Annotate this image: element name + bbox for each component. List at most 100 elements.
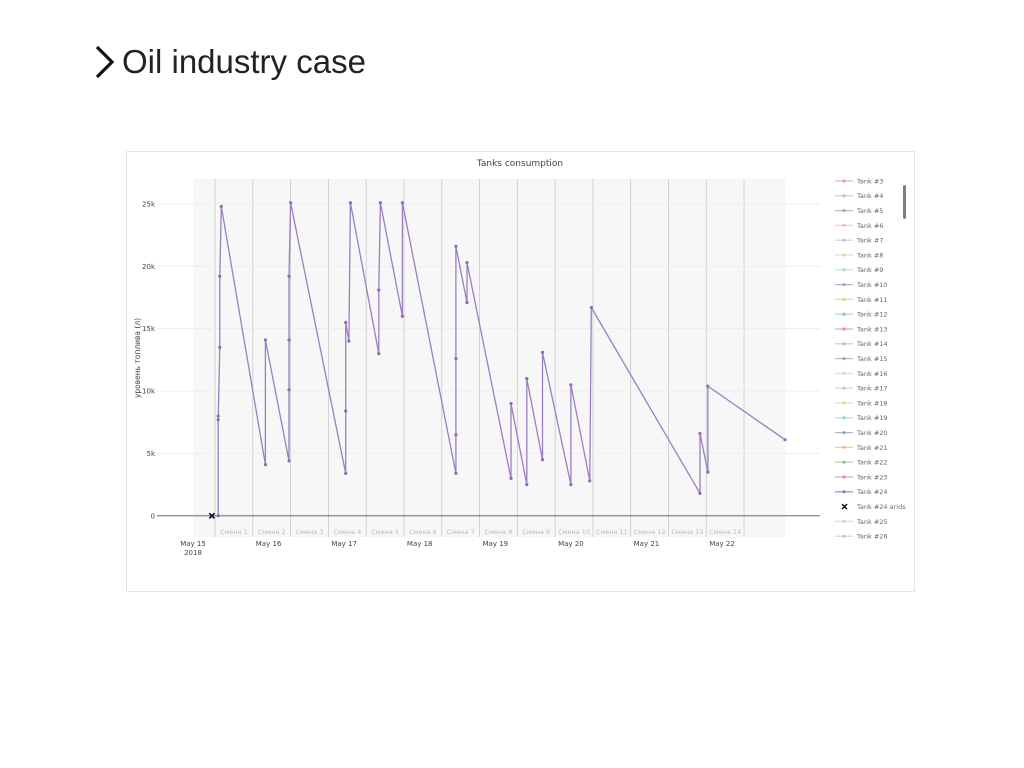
legend-swatch-dot [842,208,846,213]
legend-swatch-dot [842,475,846,479]
legend-swatch-dot [842,327,846,331]
legend-label: Tank #21 [856,444,888,452]
legend-swatch-dot [842,223,846,228]
legend-label: Tank #14 [856,340,888,348]
y-tick-label: 20k [142,263,156,271]
legend-item[interactable]: Tank #12 [835,311,888,319]
y-tick-label: 0 [151,512,155,520]
y-tick-label: 5k [146,450,155,458]
data-point [348,201,353,205]
legend-label: Tank #25 [856,518,888,526]
legend-item[interactable]: Tank #24 [835,488,888,496]
data-point [287,274,291,278]
data-point [783,438,787,442]
legend-swatch-dot [842,238,846,242]
series-line-tank-24 [217,202,786,516]
legend-swatch-dot [842,282,846,287]
legend-item[interactable]: Tank #19 [835,414,888,422]
legend-label: Tank #11 [856,296,888,304]
x-tick-label: May 20 [558,540,584,548]
legend-item[interactable]: Tank #16 [835,370,888,378]
legend-item[interactable]: Tank #7 [835,237,883,245]
chart-container: Смена 1 Смена 2 Смена 3 Смена 4 Смена 5 Смена… [126,151,915,592]
data-point [289,201,293,205]
legend-item[interactable]: Tank #26 [835,533,888,541]
data-point [698,491,702,495]
shift-label: Смена 6 [409,528,437,536]
shift-label: Смена 10 [558,528,590,536]
legend-label: Tank #4 [856,192,883,200]
data-point [569,383,573,387]
tanks-consumption-chart: Смена 1 Смена 2 Смена 3 Смена 4 Смена 5 Смена… [133,159,906,557]
data-point [216,514,220,518]
legend-item[interactable]: Tank #3 [835,177,883,185]
legend-item[interactable]: Tank #4 [835,192,883,200]
legend-item[interactable]: Tank #13 [835,325,888,333]
shift-label: Смена 4 [333,528,361,536]
y-tick-labels: 0 5k 10k 15k 20k 25k [142,200,156,520]
legend-label: Tank #12 [856,311,888,319]
data-point [344,471,348,475]
legend-item[interactable]: Tank #17 [835,385,888,393]
legend-item[interactable]: Tank #25 [835,518,888,526]
y-axis-label: уровень топлива (л) [133,318,142,398]
data-point [378,201,382,205]
legend-item[interactable]: Tank #20 [835,429,888,437]
series-layer [208,201,787,519]
slide-title: Oil industry case [94,40,366,84]
data-point [465,300,469,305]
legend-swatch-dot [842,342,846,346]
shift-label: Смена 11 [596,528,628,536]
legend-label: Tank #23 [856,473,888,481]
x-tick-label: May 19 [482,540,508,548]
legend-item[interactable]: Tank #23 [835,473,888,481]
shift-label: Смена 8 [485,528,513,536]
legend-label: Tank #22 [856,459,888,467]
x-tick-label: May 21 [634,540,660,548]
legend-swatch-dot [842,460,846,464]
legend-item[interactable]: Tank #14 [835,340,888,348]
legend-label: Tank #18 [856,399,888,407]
legend-swatch-dot [842,430,846,435]
legend-item[interactable]: Tank #10 [835,281,888,289]
data-point [287,388,291,392]
legend-item[interactable]: Tank #6 [835,222,883,230]
data-point [218,274,222,278]
shift-label: Смена 2 [258,528,286,536]
legend-item[interactable]: Tank #9 [835,266,883,274]
y-tick-label: 15k [142,325,156,333]
legend-item[interactable]: Tank #15 [835,355,888,363]
data-point [706,470,710,474]
plot-background [193,179,785,537]
y-tick-label: 10k [142,388,156,396]
data-point [377,288,381,292]
legend-item[interactable]: Tank #22 [835,459,888,467]
data-point [525,376,529,381]
legend-label: Tank #6 [856,222,883,230]
shift-label: Смена 14 [709,528,741,536]
data-point [509,401,513,406]
legend-label: Tank #15 [856,355,888,363]
legend-swatch-dot [842,445,846,450]
legend-item[interactable]: Tank #5 [835,207,883,215]
legend[interactable]: Tank #3 Tank #4 Tank #5 Tank #6 Tank #7 Tank … [835,177,906,541]
legend-item[interactable]: Tank #24 arids [841,503,906,511]
legend-swatch-dot [842,268,846,272]
data-point [454,471,458,475]
shift-label: Смена 3 [296,528,324,536]
chart-title: Tanks consumption [476,159,563,169]
data-point [400,201,405,205]
legend-label: Tank #26 [856,533,888,541]
legend-label: Tank #10 [856,281,888,289]
data-point [588,479,592,483]
legend-item[interactable]: Tank #18 [835,399,888,407]
shift-bands: Смена 1 Смена 2 Смена 3 Смена 4 Смена 5 Смена… [214,179,745,537]
legend-item[interactable]: Tank #8 [835,251,883,259]
x-tick-label: May 16 [256,540,282,548]
data-point [216,414,220,418]
data-point [569,483,573,487]
legend-item[interactable]: Tank #11 [835,296,888,304]
legend-item[interactable]: Tank #21 [835,444,888,452]
legend-scrollbar-thumb[interactable] [903,185,906,219]
legend-swatch-dot [842,490,846,494]
